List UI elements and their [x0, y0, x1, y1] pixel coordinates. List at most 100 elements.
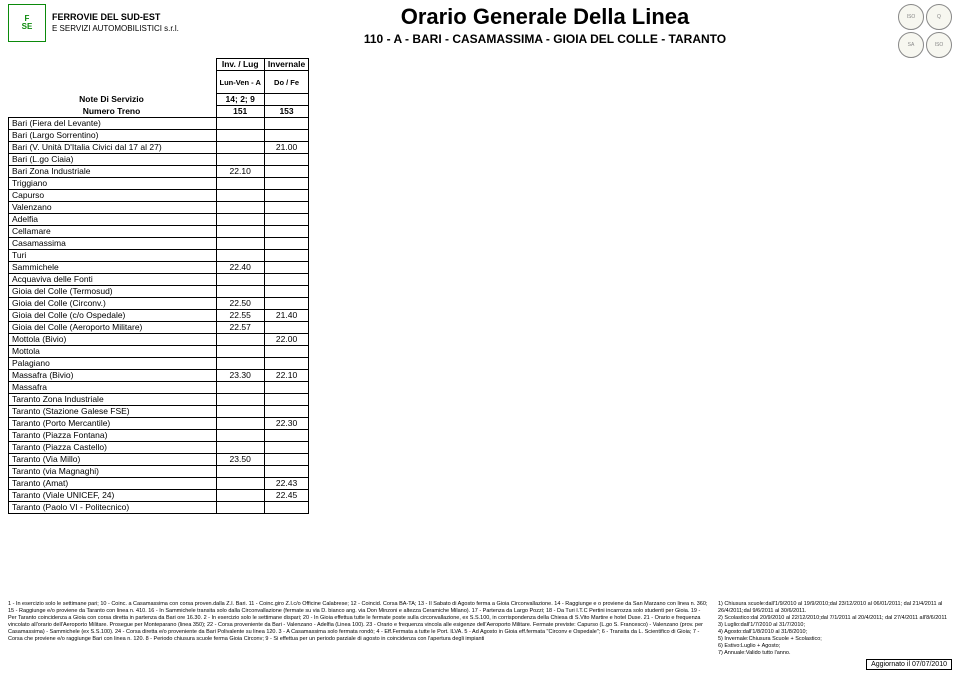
time-col2	[264, 394, 308, 406]
cert-icon: ISO	[926, 32, 952, 58]
footnotes-right: 1) Chiusura scuole:dall'1/9/2010 al 19/9…	[718, 601, 952, 670]
stop-name: Gioia del Colle (Aeroporto Militare)	[9, 322, 217, 334]
train-col2: 153	[264, 106, 308, 118]
time-col1	[216, 274, 264, 286]
timetable-sheet: Inv. / Lug Invernale Lun-Ven - A Do / Fe…	[8, 58, 952, 514]
cert-icon: SA	[898, 32, 924, 58]
time-col1	[216, 466, 264, 478]
time-col2	[264, 178, 308, 190]
head-row-train: Numero Treno 151 153	[9, 106, 309, 118]
time-col2	[264, 262, 308, 274]
brand-line1: FERROVIE DEL SUD-EST	[52, 12, 179, 23]
stop-name: Casamassima	[9, 238, 217, 250]
time-col2	[264, 358, 308, 370]
time-col2	[264, 190, 308, 202]
cert-icon: Q	[926, 4, 952, 30]
stop-name: Sammichele	[9, 262, 217, 274]
time-col1	[216, 358, 264, 370]
stop-name: Massafra (Bivio)	[9, 370, 217, 382]
time-col1: 23.50	[216, 454, 264, 466]
table-row: Taranto (Via Millo)23.50	[9, 454, 309, 466]
table-row: Taranto (Amat)22.43	[9, 478, 309, 490]
table-row: Turi	[9, 250, 309, 262]
time-col2	[264, 274, 308, 286]
time-col2	[264, 154, 308, 166]
table-row: Bari (L.go Ciaia)	[9, 154, 309, 166]
stop-name: Taranto Zona Industriale	[9, 394, 217, 406]
table-row: Taranto (Piazza Fontana)	[9, 430, 309, 442]
stop-name: Taranto (Piazza Fontana)	[9, 430, 217, 442]
time-col1	[216, 382, 264, 394]
head-row-notes: Note Di Servizio 14; 2; 9	[9, 94, 309, 106]
stop-name: Bari (V. Unità D'Italia Civici dal 17 al…	[9, 142, 217, 154]
time-col1	[216, 154, 264, 166]
brand-line2: E SERVIZI AUTOMOBILISTICI s.r.l.	[52, 23, 179, 34]
time-col2	[264, 238, 308, 250]
time-col1	[216, 250, 264, 262]
table-row: Gioia del Colle (Termosud)	[9, 286, 309, 298]
table-row: Sammichele22.40	[9, 262, 309, 274]
table-row: Mottola (Bivio)22.00	[9, 334, 309, 346]
stop-name: Massafra	[9, 382, 217, 394]
title-block: Orario Generale Della Linea 110 - A - BA…	[218, 4, 872, 46]
table-row: Taranto (Piazza Castello)	[9, 442, 309, 454]
table-row: Gioia del Colle (Circonv.)22.50	[9, 298, 309, 310]
stop-name: Cellamare	[9, 226, 217, 238]
time-col2	[264, 502, 308, 514]
time-col2: 22.00	[264, 334, 308, 346]
timetable-head: Inv. / Lug Invernale Lun-Ven - A Do / Fe…	[9, 59, 309, 118]
brand-block: F SE FERROVIE DEL SUD-EST E SERVIZI AUTO…	[8, 4, 218, 42]
time-col1	[216, 418, 264, 430]
page-subtitle: 110 - A - BARI - CASAMASSIMA - GIOIA DEL…	[218, 32, 872, 46]
time-col1	[216, 238, 264, 250]
stop-name: Taranto (Piazza Castello)	[9, 442, 217, 454]
stop-name: Gioia del Colle (c/o Ospedale)	[9, 310, 217, 322]
time-col1	[216, 214, 264, 226]
stop-name: Taranto (via Magnaghi)	[9, 466, 217, 478]
time-col2	[264, 118, 308, 130]
time-col2	[264, 322, 308, 334]
brand-text: FERROVIE DEL SUD-EST E SERVIZI AUTOMOBIL…	[52, 12, 179, 34]
table-row: Capurso	[9, 190, 309, 202]
time-col1	[216, 490, 264, 502]
time-col1	[216, 178, 264, 190]
table-row: Taranto (via Magnaghi)	[9, 466, 309, 478]
time-col1	[216, 406, 264, 418]
stop-name: Bari (L.go Ciaia)	[9, 154, 217, 166]
time-col1	[216, 142, 264, 154]
table-row: Gioia del Colle (Aeroporto Militare)22.5…	[9, 322, 309, 334]
notes-col2	[264, 94, 308, 106]
head-row-days: Lun-Ven - A Do / Fe	[9, 71, 309, 94]
table-row: Adelfia	[9, 214, 309, 226]
table-row: Valenzano	[9, 202, 309, 214]
time-col2	[264, 166, 308, 178]
time-col1: 22.10	[216, 166, 264, 178]
time-col2	[264, 466, 308, 478]
stop-name: Taranto (Paolo VI - Politecnico)	[9, 502, 217, 514]
page-title: Orario Generale Della Linea	[218, 4, 872, 30]
stop-name: Palagiano	[9, 358, 217, 370]
table-row: Bari (Largo Sorrentino)	[9, 130, 309, 142]
stop-name: Taranto (Porto Mercantile)	[9, 418, 217, 430]
time-col2	[264, 430, 308, 442]
time-col2: 22.10	[264, 370, 308, 382]
time-col2: 22.43	[264, 478, 308, 490]
time-col2	[264, 130, 308, 142]
time-col1	[216, 430, 264, 442]
time-col1: 22.40	[216, 262, 264, 274]
time-col1	[216, 226, 264, 238]
footnotes-right-text: 1) Chiusura scuole:dall'1/9/2010 al 19/9…	[718, 601, 952, 657]
table-row: Taranto (Stazione Galese FSE)	[9, 406, 309, 418]
table-row: Cellamare	[9, 226, 309, 238]
table-row: Bari (Fiera del Levante)	[9, 118, 309, 130]
time-col2	[264, 382, 308, 394]
train-col1: 151	[216, 106, 264, 118]
table-row: Taranto (Viale UNICEF, 24)22.45	[9, 490, 309, 502]
period-col2: Invernale	[264, 59, 308, 71]
stop-name: Gioia del Colle (Circonv.)	[9, 298, 217, 310]
days-col2: Do / Fe	[264, 71, 308, 94]
stop-name: Capurso	[9, 190, 217, 202]
time-col1	[216, 286, 264, 298]
time-col1	[216, 442, 264, 454]
stop-name: Adelfia	[9, 214, 217, 226]
